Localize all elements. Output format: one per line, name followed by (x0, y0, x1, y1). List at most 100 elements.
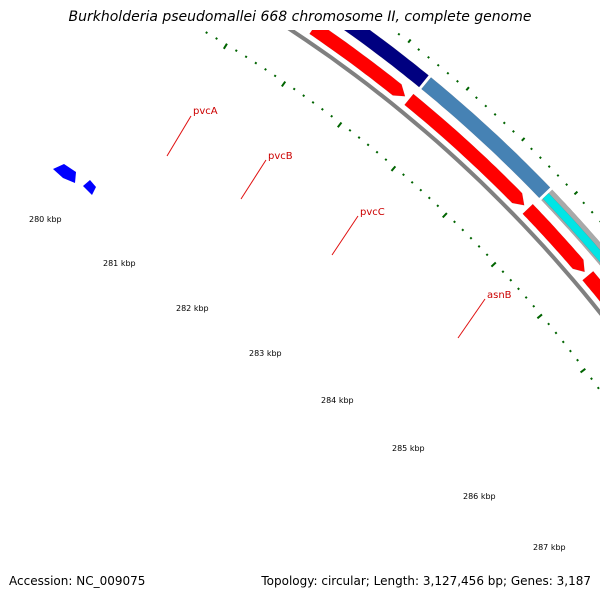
small-feature (83, 180, 96, 195)
tick-mark (582, 201, 586, 205)
tick-mark (427, 196, 431, 200)
tick-mark (547, 165, 551, 168)
tick-mark (378, 18, 379, 20)
gene-label-pvcb[interactable]: pvcB (268, 151, 293, 162)
tick-mark (477, 245, 481, 248)
tick-mark (590, 377, 593, 381)
tick-mark (465, 86, 470, 91)
tick-mark (524, 296, 528, 299)
tick-mark (176, 15, 177, 17)
tick-mark (330, 114, 334, 118)
tick-mark (273, 74, 277, 78)
tick-mark (485, 253, 489, 257)
tick-mark (254, 61, 258, 65)
tick-mark (590, 210, 594, 214)
tick-mark (561, 340, 565, 344)
position-label: 287 kbp (533, 543, 566, 552)
tick-mark (348, 128, 352, 132)
tick-mark (156, 4, 157, 6)
tick-mark (222, 43, 228, 50)
tick-mark (164, 9, 167, 14)
tick-mark (402, 173, 405, 177)
cds-arrow (237, 0, 310, 26)
tick-mark (461, 228, 465, 232)
tick-mark (530, 147, 533, 151)
tick-mark (442, 212, 448, 219)
position-label: 281 kbp (103, 259, 136, 268)
tick-mark (573, 190, 579, 196)
tick-mark (397, 32, 401, 36)
gene-leader-line (240, 159, 267, 200)
tick-mark (579, 368, 586, 374)
cds-arrow (309, 30, 406, 97)
tick-mark (427, 55, 430, 59)
tick-mark (375, 150, 379, 154)
feature-block (156, 0, 330, 14)
tick-mark (234, 49, 238, 52)
tick-mark (502, 121, 506, 125)
gene-label-pvca[interactable]: pvcA (193, 106, 218, 117)
tick-mark (446, 71, 450, 75)
cds-arrow (404, 93, 525, 206)
feature-block (343, 30, 429, 88)
tick-mark (215, 37, 218, 40)
tick-mark (302, 94, 306, 98)
tick-mark (384, 158, 388, 162)
tick-mark (264, 68, 267, 71)
small-feature (53, 164, 76, 183)
tick-mark (368, 11, 369, 13)
tick-mark (556, 174, 560, 177)
small-features (53, 164, 96, 195)
tick-mark (517, 287, 520, 291)
feature-track (156, 0, 600, 266)
tick-mark (292, 87, 296, 91)
cds-arrow (582, 270, 600, 302)
tick-mark (565, 183, 569, 186)
gene-leader-line (166, 115, 192, 157)
tick-mark (576, 358, 579, 362)
tick-mark (357, 136, 361, 139)
feature-block (542, 192, 600, 263)
tick-mark (569, 349, 572, 353)
tick-mark (554, 331, 558, 335)
tick-mark (244, 55, 248, 59)
cds-track (237, 0, 600, 302)
tick-mark (358, 4, 359, 6)
gene-label-asnb[interactable]: asnB (487, 290, 512, 301)
gene-label-pvcc[interactable]: pvcC (360, 207, 385, 218)
tick-mark (366, 143, 370, 147)
tick-mark (390, 165, 397, 172)
tick-mark (205, 31, 208, 34)
position-label: 283 kbp (249, 349, 282, 358)
tick-mark (453, 220, 456, 224)
tick-mark (281, 80, 287, 88)
tick-mark (490, 261, 497, 268)
position-label: 286 kbp (463, 492, 496, 501)
tick-mark (417, 48, 421, 51)
gene-leader-line (457, 298, 486, 339)
tick-mark (475, 96, 478, 100)
tick-mark (407, 38, 412, 44)
gene-leader-line (331, 215, 359, 256)
tick-mark (388, 26, 389, 28)
tick-mark (419, 188, 423, 192)
tick-mark (493, 113, 497, 116)
tick-marks (156, 4, 600, 390)
tick-mark (311, 101, 315, 104)
tick-mark (186, 20, 187, 22)
tick-mark (532, 304, 536, 308)
position-label: 282 kbp (176, 304, 209, 313)
backbone (287, 30, 600, 316)
cds-arrow (522, 203, 585, 273)
tick-mark (196, 26, 197, 28)
tick-mark (501, 270, 505, 274)
tick-mark (469, 236, 473, 240)
tick-mark (536, 313, 543, 320)
tick-mark (456, 79, 459, 83)
tick-mark (521, 137, 526, 142)
tick-mark (337, 121, 343, 128)
tick-mark (538, 156, 542, 160)
tick-mark (596, 386, 600, 390)
tick-mark (547, 322, 551, 326)
